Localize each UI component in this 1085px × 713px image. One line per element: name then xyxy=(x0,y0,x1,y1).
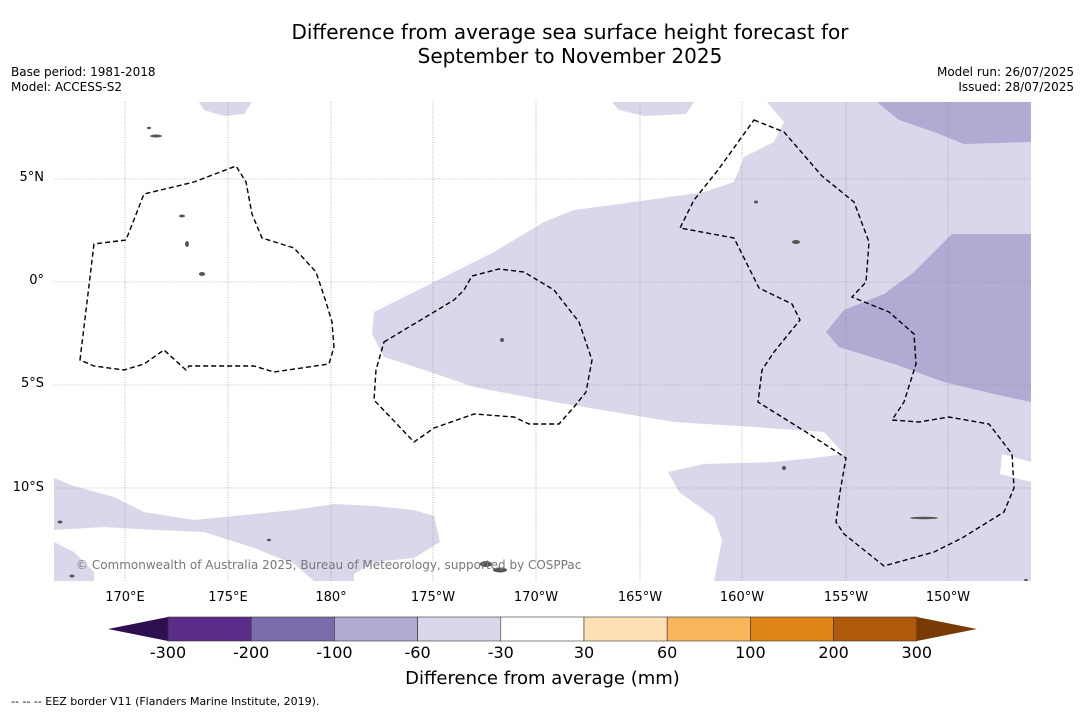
map-canvas xyxy=(54,102,1031,581)
colorbar-segment xyxy=(417,616,502,642)
island xyxy=(199,272,205,276)
lon-label-180: 180° xyxy=(315,590,347,605)
colorbar-segments xyxy=(108,616,977,642)
lon-label-175e: 175°E xyxy=(208,590,248,605)
eez-border-line-islands xyxy=(678,119,1015,567)
colorbar-tick-label: -100 xyxy=(316,643,353,662)
islands xyxy=(57,126,1028,581)
meta-left: Base period: 1981-2018 Model: ACCESS-S2 xyxy=(11,65,156,95)
lon-label-175w: 175°W xyxy=(410,590,456,605)
graticule xyxy=(54,102,1031,581)
lat-label-5n: 5°N xyxy=(19,170,45,185)
colorbar-extend-low xyxy=(108,617,168,641)
island xyxy=(792,240,800,244)
island xyxy=(493,567,507,573)
map-panel: © Commonwealth of Australia 2025, Bureau… xyxy=(54,102,1031,581)
colorbar-segment xyxy=(583,616,668,642)
island xyxy=(179,214,185,218)
map-title: Difference from average sea surface heig… xyxy=(0,20,1085,68)
copyright-notice: © Commonwealth of Australia 2025, Bureau… xyxy=(76,558,582,572)
colorbar-segment xyxy=(500,616,585,642)
title-line-1: Difference from average sea surface heig… xyxy=(291,20,849,44)
island xyxy=(57,520,63,524)
eez-borders xyxy=(79,119,1015,567)
island xyxy=(69,574,75,578)
island xyxy=(150,134,162,138)
model-run: Model run: 26/07/2025 xyxy=(936,65,1074,79)
eez-footnote: -- -- -- EEZ border V11 (Flanders Marine… xyxy=(11,695,320,708)
anomaly-region-light-north xyxy=(199,102,252,116)
colorbar-segment xyxy=(750,616,834,642)
lon-label-165w: 165°W xyxy=(617,590,663,605)
meta-right: Model run: 26/07/2025 Issued: 28/07/2025 xyxy=(937,65,1074,95)
issued-date: Issued: 28/07/2025 xyxy=(958,80,1074,94)
colorbar-tick-label: -300 xyxy=(149,643,187,662)
colorbar-tick-label: 30 xyxy=(573,643,595,662)
lon-label-170w: 170°W xyxy=(513,590,559,605)
eez-border-tokelau xyxy=(373,268,593,443)
colorbar-tick-label: -30 xyxy=(487,643,514,662)
island xyxy=(147,126,151,130)
lat-label-0: 0° xyxy=(29,273,44,288)
colorbar-segment xyxy=(666,616,751,642)
colorbar-segment xyxy=(334,616,418,642)
title-line-2: September to November 2025 xyxy=(417,44,723,68)
anomaly-region-light-north2 xyxy=(612,102,694,116)
colorbar-tick-label: 100 xyxy=(735,643,766,662)
island xyxy=(754,200,758,204)
colorbar-tick-label: -60 xyxy=(404,643,431,662)
eez-border-tuvalu-kiribati xyxy=(79,165,335,373)
lon-label-150w: 150°W xyxy=(925,590,971,605)
colorbar-segment xyxy=(167,616,252,642)
model-name: Model: ACCESS-S2 xyxy=(11,80,123,94)
island xyxy=(185,241,189,247)
lon-label-160w: 160°W xyxy=(719,590,765,605)
colorbar-segment xyxy=(250,616,335,642)
colorbar-tick-label: 200 xyxy=(818,643,849,662)
lon-label-155w: 155°W xyxy=(823,590,869,605)
lon-label-170e: 170°E xyxy=(105,590,145,605)
colorbar-tick-label: 60 xyxy=(657,643,678,662)
island xyxy=(267,538,271,542)
island xyxy=(1024,579,1028,581)
colorbar-extend-high xyxy=(916,617,977,641)
island xyxy=(480,561,492,567)
anomaly-region-mid-northeast xyxy=(877,102,1031,144)
anomaly-region-light-south xyxy=(54,542,94,581)
anomaly-region-light-southwest xyxy=(54,478,440,581)
anomaly-region-mid-east xyxy=(826,234,1031,402)
lat-label-5s: 5°S xyxy=(20,376,44,391)
island xyxy=(910,516,938,520)
colorbar-tick-label: -200 xyxy=(233,643,270,662)
colorbar xyxy=(108,616,977,642)
colorbar-tick-label: 300 xyxy=(901,643,933,662)
colorbar-label: Difference from average (mm) xyxy=(405,668,680,689)
base-period: Base period: 1981-2018 xyxy=(11,65,156,79)
island xyxy=(782,466,786,470)
anomaly-region-light-main xyxy=(372,102,1031,581)
lat-label-10s: 10°S xyxy=(12,480,44,495)
island xyxy=(500,338,504,342)
colorbar-segment xyxy=(833,616,918,642)
